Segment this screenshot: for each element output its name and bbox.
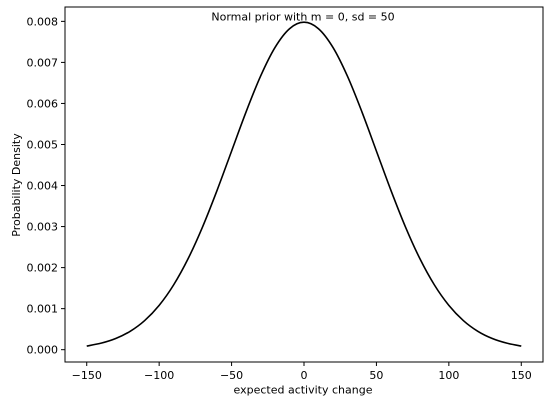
x-axis-label: expected activity change	[234, 384, 373, 397]
y-tick-label: 0.008	[27, 15, 59, 28]
y-axis-label: Probability Density	[10, 133, 23, 237]
x-tick-label: −50	[220, 369, 243, 382]
y-tick-label: 0.004	[27, 180, 59, 193]
x-tick-label: 0	[301, 369, 308, 382]
x-tick-label: 150	[511, 369, 532, 382]
y-axis-ticks: 0.000 0.001 0.002 0.003 0.004 0.005 0.006 0.007…	[27, 15, 65, 357]
y-tick-label: 0.005	[27, 138, 59, 151]
chart-title: Normal prior with m = 0, sd = 50	[211, 11, 394, 24]
x-tick-label: −100	[144, 369, 174, 382]
x-axis-ticks: −150 −100 −50 0 50 100 150	[72, 362, 532, 382]
x-tick-label: 50	[369, 369, 383, 382]
density-curve	[86, 21, 522, 347]
y-tick-label: 0.000	[27, 344, 59, 357]
y-tick-label: 0.002	[27, 262, 59, 275]
plot-area	[64, 6, 544, 363]
y-tick-label: 0.007	[27, 56, 59, 69]
y-tick-label: 0.006	[27, 97, 59, 110]
x-tick-label: 100	[438, 369, 459, 382]
y-tick-label: 0.003	[27, 221, 59, 234]
y-tick-label: 0.001	[27, 303, 59, 316]
x-tick-label: −150	[72, 369, 102, 382]
